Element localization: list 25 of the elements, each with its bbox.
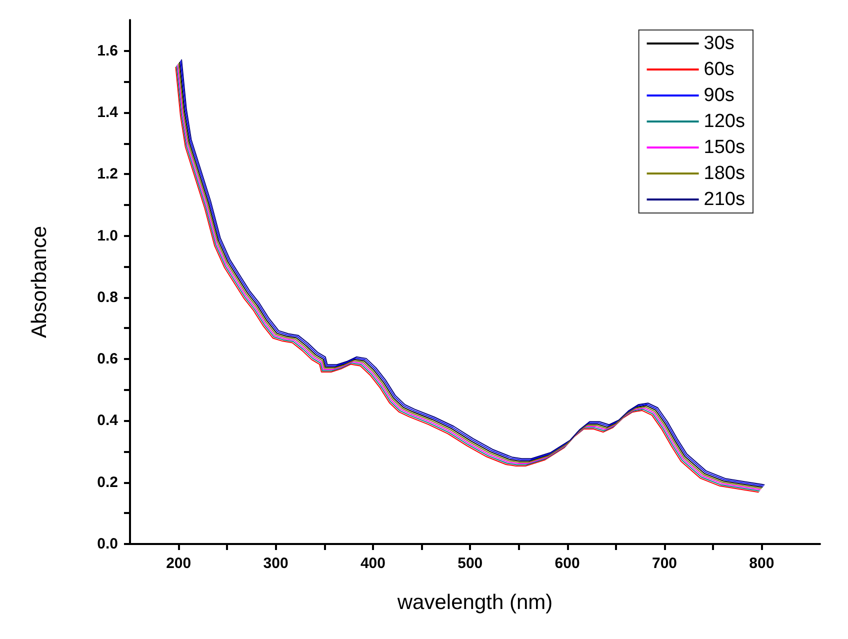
y-tick-label: 1.6 [97, 42, 118, 60]
x-tick-label: 200 [166, 555, 192, 572]
legend-label: 90s [704, 85, 734, 106]
x-tick-label: 800 [749, 555, 774, 572]
x-axis-title: wavelength (nm) [396, 591, 553, 614]
x-tick-label: 500 [458, 555, 483, 572]
y-tick-label: 1.4 [97, 104, 119, 121]
x-tick-label: 400 [360, 555, 386, 572]
legend-label: 210s [704, 189, 745, 210]
x-tick-label: 700 [652, 555, 678, 572]
y-tick-label: 0.8 [97, 288, 118, 306]
legend-label: 120s [704, 111, 745, 132]
x-tick-label: 600 [554, 555, 580, 572]
y-tick-label: 0.2 [97, 474, 118, 491]
y-axis-title: Absorbance [28, 226, 51, 338]
y-tick-label: 1.2 [97, 166, 118, 183]
legend-label: 180s [704, 163, 745, 184]
x-tick-label: 300 [263, 555, 288, 572]
y-tick-label: 0.0 [97, 536, 118, 552]
y-tick-label: 1.0 [97, 227, 118, 244]
legend-label: 60s [704, 59, 734, 80]
legend-label: 30s [704, 33, 734, 54]
legend-label: 150s [704, 137, 745, 158]
y-tick-label: 0.6 [97, 350, 118, 368]
y-tick-label: 0.4 [97, 412, 119, 430]
